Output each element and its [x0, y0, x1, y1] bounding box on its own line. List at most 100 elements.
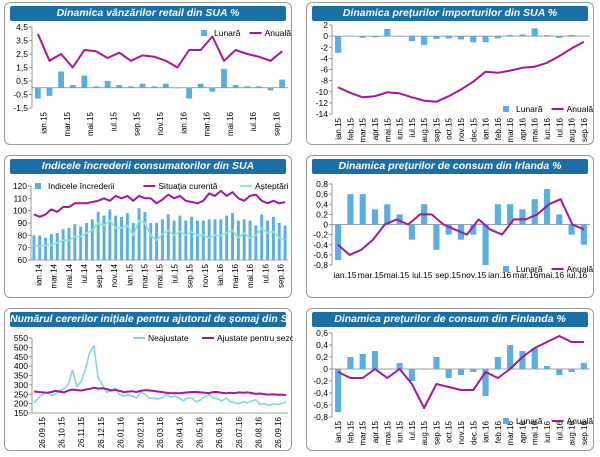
x-tick-label: mai.16: [531, 420, 540, 445]
y-tick-label: 400: [14, 361, 28, 371]
x-tick-label: iul.16: [555, 117, 564, 137]
y-tick-label: 250: [14, 389, 28, 399]
y-tick-label: 60: [18, 255, 28, 265]
legend-label: Ajustate pentru sezonalitate: [217, 333, 293, 343]
x-tick-label: 26.10.15: [58, 416, 67, 448]
bar: [104, 81, 111, 88]
y-tick-label: 150: [14, 408, 28, 418]
x-tick-label: iul.15: [412, 270, 433, 280]
bar: [209, 87, 216, 92]
x-tick-label: mai.15: [156, 263, 165, 288]
x-tick-label: sep.16: [580, 117, 589, 142]
x-tick-label: feb.15: [346, 420, 355, 443]
y-tick-label: -1,5: [13, 103, 28, 113]
bar: [371, 209, 379, 225]
y-tick-label: 80: [18, 230, 28, 240]
y-tick-label: -12: [316, 98, 329, 108]
bar: [184, 220, 188, 260]
bar: [507, 35, 514, 37]
x-tick-label: iul.14: [80, 263, 89, 283]
x-tick-label: mar.16: [506, 117, 515, 142]
bar: [519, 34, 526, 37]
bar: [531, 348, 538, 369]
bar: [128, 86, 134, 88]
x-tick-label: ian.15: [334, 117, 343, 139]
x-tick-label: sep.16: [580, 420, 589, 445]
bar: [236, 220, 240, 260]
bar: [482, 36, 489, 43]
series-line: [337, 335, 584, 409]
bar: [260, 214, 264, 260]
x-tick-label: nov.15: [461, 270, 486, 280]
bar: [519, 351, 526, 369]
y-tick-label: 70: [18, 243, 28, 253]
x-tick-label: iul.16: [249, 111, 258, 131]
bar: [162, 83, 169, 88]
x-tick-label: 26.02.16: [136, 416, 145, 448]
x-tick-label: ian.16: [482, 117, 491, 139]
bar: [279, 79, 286, 88]
y-tick-label: 2,5: [16, 49, 28, 59]
x-tick-label: sep.15: [133, 111, 142, 136]
x-tick-label: mar.16: [231, 263, 240, 288]
y-tick-label: 1,5: [16, 63, 28, 73]
x-tick-label: apr.15: [371, 117, 380, 140]
bar: [266, 220, 270, 260]
x-tick-label: 26.09.16: [274, 416, 283, 448]
bar: [174, 87, 181, 89]
y-tick-label: -6: [320, 65, 328, 75]
y-tick-label: 0,8: [316, 179, 328, 189]
x-tick-label: 26.04.16: [176, 416, 185, 448]
legend-swatch: [503, 106, 509, 112]
bar: [137, 208, 141, 260]
y-tick-label: 0,2: [316, 209, 328, 219]
y-tick-label: 90: [18, 218, 28, 228]
x-tick-label: 26.11.15: [77, 416, 86, 447]
bar: [231, 213, 234, 260]
bar: [580, 363, 587, 369]
bar: [371, 351, 379, 369]
legend-label: Anuală: [567, 104, 594, 114]
bar: [519, 209, 526, 225]
x-tick-label: mar.16: [203, 111, 212, 136]
bar: [151, 86, 158, 88]
x-tick-label: mai.15: [383, 117, 392, 142]
x-tick-label: feb.15: [346, 117, 355, 140]
bar: [108, 209, 112, 260]
x-tick-label: ian.16: [488, 270, 511, 280]
bar: [568, 224, 575, 235]
x-tick-label: iul.15: [408, 117, 417, 137]
y-tick-label: 0,6: [316, 328, 328, 338]
x-tick-label: iul.16: [261, 263, 270, 283]
bar: [396, 36, 403, 37]
x-tick-label: nov.15: [201, 263, 210, 287]
bar: [149, 223, 153, 260]
y-tick-label: 0: [323, 220, 328, 230]
x-tick-label: mai.15: [384, 270, 410, 280]
x-tick-label: mar.14: [50, 263, 59, 288]
bar: [90, 219, 94, 260]
x-tick-label: aug.16: [568, 420, 577, 445]
y-tick-label: -0,2: [313, 230, 328, 240]
chart-title: Dinamica prețurilor importurilor din SUA…: [312, 6, 588, 21]
legend-label: Lunară: [214, 28, 241, 38]
bar: [160, 219, 164, 260]
bar: [568, 369, 575, 372]
y-tick-label: 0,5: [16, 76, 28, 86]
legend-label: Lunară: [516, 104, 543, 114]
bar: [116, 85, 123, 88]
panel-import-prices: Dinamica prețurilor importurilor din SUA…: [306, 2, 594, 145]
x-tick-label: iul.15: [408, 420, 417, 440]
bar: [408, 36, 415, 42]
bar: [494, 357, 501, 369]
bar: [384, 369, 391, 370]
bar: [219, 219, 223, 260]
x-tick-label: sep.16: [272, 111, 281, 136]
bar: [347, 357, 354, 369]
x-tick-label: mar.15: [359, 420, 368, 445]
x-tick-label: mai.16: [531, 117, 540, 142]
y-tick-label: -0,8: [313, 412, 328, 422]
